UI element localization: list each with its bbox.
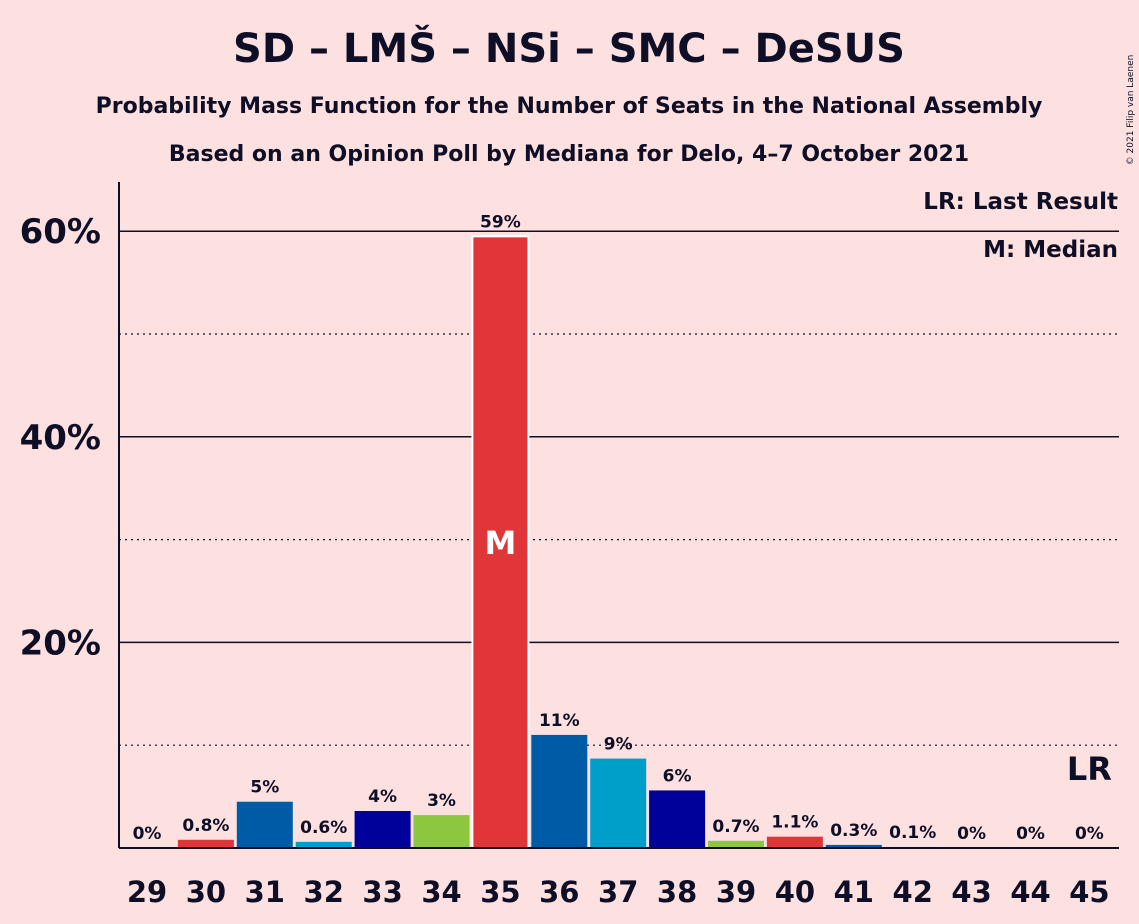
x-ticks: 29 30 31 32 33 34 35 36 37 38 39 40 41 42 43 44 45 [127,875,1110,909]
chart-title: SD – LMŠ – NSi – SMC – DeSUS [233,24,905,72]
x-tick-label: 44 [1010,875,1050,909]
bar-41 [825,844,882,848]
legend-last-result: LR: Last Result [923,189,1118,215]
data-label-41: 0.3% [830,821,877,841]
y-tick-label: 20% [20,623,101,663]
data-label-44: 0% [1016,824,1045,844]
data-label-38: 6% [663,766,692,786]
bar-33 [354,810,411,848]
gridlines [119,230,1119,746]
data-label-30: 0.8% [182,816,229,836]
x-tick-label: 34 [421,875,461,909]
x-tick-label: 42 [893,875,933,909]
bar-39 [708,840,764,848]
x-tick-label: 37 [598,875,638,909]
chart-source: Based on an Opinion Poll by Mediana for … [169,142,969,167]
x-tick-label: 35 [480,875,520,909]
bars [177,235,941,849]
bar-38 [649,790,706,848]
data-labels: 0% 0.8% 5% 0.6% 4% 3% 59% M 11% 9% 6% 0.7% 1.1% 0.3% 0… [133,212,1112,844]
bar-30 [177,839,234,848]
data-label-42: 0.1% [889,823,936,843]
data-label-37: 9% [604,735,633,755]
data-label-33: 4% [368,787,397,807]
copyright-text: © 2021 Filip van Laenen [1126,55,1136,166]
data-label-29: 0% [133,824,162,844]
x-tick-label: 43 [951,875,991,909]
x-tick-label: 32 [304,875,344,909]
bar-36 [531,734,588,848]
data-label-40: 1.1% [771,813,818,833]
data-label-36: 11% [539,711,580,731]
legend-median: M: Median [983,237,1118,263]
x-tick-label: 36 [539,875,579,909]
bar-34 [413,815,470,848]
median-marker: M [484,524,516,562]
bar-35 [471,235,530,849]
x-tick-label: 33 [362,875,402,909]
data-label-32: 0.6% [300,818,347,838]
data-label-43: 0% [957,824,986,844]
data-label-45: 0% [1075,824,1104,844]
x-tick-label: 39 [716,875,756,909]
chart-subtitle: Probability Mass Function for the Number… [96,94,1043,119]
data-label-31: 5% [250,778,279,798]
data-label-34: 3% [427,791,456,811]
x-tick-label: 41 [834,875,874,909]
last-result-marker: LR [1067,750,1112,788]
y-ticks: 20% 40% 60% [20,212,101,663]
x-tick-label: 45 [1069,875,1109,909]
x-tick-label: 31 [245,875,285,909]
data-label-35: 59% [480,212,521,232]
bar-32 [295,841,352,848]
x-tick-label: 30 [186,875,226,909]
x-tick-label: 29 [127,875,167,909]
data-label-39: 0.7% [712,817,759,837]
bar-31 [236,801,293,848]
y-tick-label: 40% [20,418,101,458]
y-tick-label: 60% [20,212,101,252]
x-tick-label: 40 [775,875,815,909]
bar-37 [590,758,647,848]
bar-40 [766,836,823,848]
x-tick-label: 38 [657,875,697,909]
